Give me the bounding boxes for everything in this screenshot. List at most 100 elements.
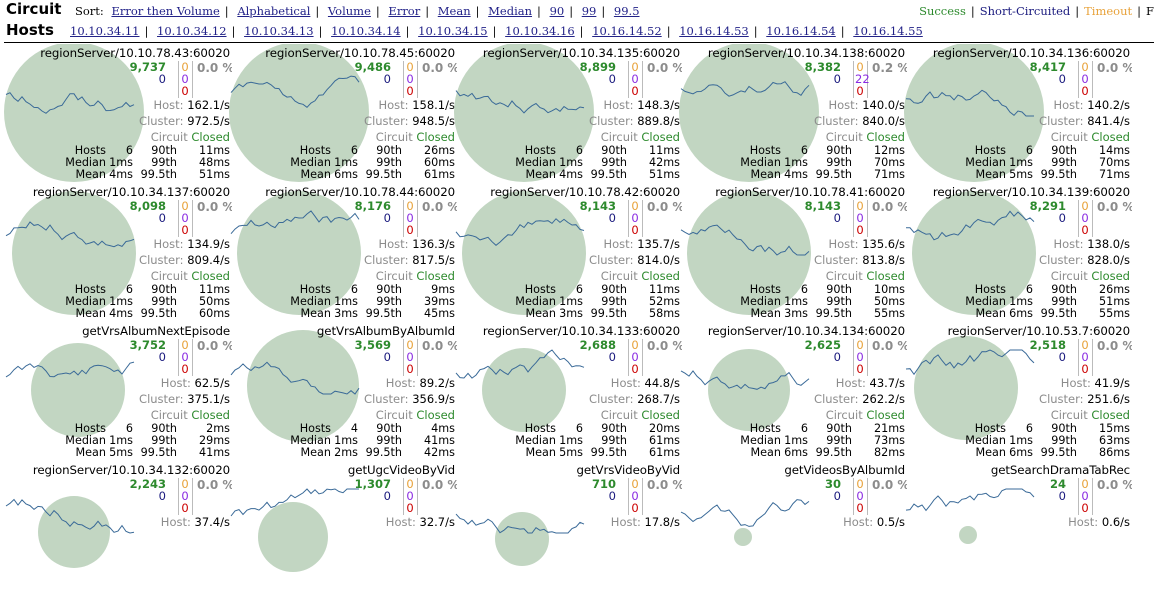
sort-99-5[interactable]: 99.5 <box>613 4 640 18</box>
median-label: Median <box>515 433 556 447</box>
cluster-rate: Cluster: 889.8/s <box>589 114 680 128</box>
circuit-card[interactable]: regionServer/10.10.78.41:60020 8,143 0 0 0 0 0… <box>679 183 907 322</box>
sort-alphabetical[interactable]: Alphabetical <box>237 4 311 18</box>
p995-value: 55ms <box>874 306 905 320</box>
host-rate: Host: 140.0/s <box>828 98 905 112</box>
sort-error[interactable]: Error <box>388 4 421 18</box>
sort-90[interactable]: 90 <box>549 4 565 18</box>
p90-value: 12ms <box>874 144 905 157</box>
cluster-rate-label: Cluster: <box>364 253 409 267</box>
sort-volume[interactable]: Volume <box>327 4 371 18</box>
circuit-card[interactable]: regionServer/10.10.34.135:60020 8,899 0 0 0 0… <box>454 44 682 183</box>
hosts-label: Hosts <box>524 422 556 435</box>
separator: | <box>405 24 410 38</box>
circuit-name: regionServer/10.10.34.136:60020 <box>932 46 1130 60</box>
host-link[interactable]: 10.16.14.52 <box>592 24 662 38</box>
p99-value: 41ms <box>424 433 455 447</box>
p90-value: 14ms <box>1099 144 1130 157</box>
counter-divider <box>403 339 404 376</box>
mean-label: Mean <box>525 167 556 181</box>
table-row: Median 1ms 99th 50ms <box>4 296 230 308</box>
host-link[interactable]: 10.10.34.13 <box>244 24 314 38</box>
table-row: Mean 5ms 99.5th 41ms <box>4 445 230 459</box>
circuit-card[interactable]: regionServer/10.10.34.132:60020 2,243 0 0 0 0… <box>4 461 232 600</box>
failure-count: 0 <box>1081 362 1089 376</box>
request-rate-sparkline <box>905 349 1035 376</box>
cluster-rate: Cluster: 809.4/s <box>139 253 230 267</box>
circuit-card[interactable]: regionServer/10.10.78.42:60020 8,143 0 0 0 0 0… <box>454 183 682 322</box>
sort-mean[interactable]: Mean <box>437 4 471 18</box>
rejected-count: 0 <box>631 350 639 364</box>
failure-count: 0 <box>856 84 864 98</box>
host-link[interactable]: 10.16.14.55 <box>853 24 923 38</box>
circuit-name: getVrsAlbumNextEpisode <box>82 324 230 338</box>
cluster-rate: Cluster: 817.5/s <box>364 253 455 267</box>
separator: | <box>425 4 430 18</box>
failure-count: 0 <box>406 501 414 515</box>
health-circle <box>708 349 790 431</box>
short-circuited-count: 0 <box>1058 211 1066 225</box>
circuit-name: regionServer/10.10.34.138:60020 <box>707 46 905 60</box>
p99-value: 61ms <box>649 433 680 447</box>
success-count: 30 <box>824 477 841 491</box>
circuit-card[interactable]: getVrsAlbumByAlbumId 3,569 0 0 0 0 0.0 % Host: … <box>229 322 457 461</box>
circuit-card[interactable]: regionServer/10.10.34.139:60020 8,291 0 0 0 0… <box>904 183 1132 322</box>
host-rate-label: Host: <box>378 98 409 112</box>
p995-label: 99.5th <box>1040 306 1077 320</box>
host-link[interactable]: 10.10.34.11 <box>70 24 140 38</box>
separator: | <box>579 24 584 38</box>
sort-error-then-volume[interactable]: Error then Volume <box>111 4 220 18</box>
sort-99[interactable]: 99 <box>581 4 597 18</box>
circuit-card[interactable]: regionServer/10.10.34.136:60020 8,417 0 0 0 0… <box>904 44 1132 183</box>
hosts-label: Hosts <box>74 283 106 296</box>
circuit-card[interactable]: getVrsAlbumNextEpisode 3,752 0 0 0 0 0.0 % Host… <box>4 322 232 461</box>
circuit-card[interactable]: getVideosByAlbumId 30 0 0 0 0 0.0 % Host: 0.5/s <box>679 461 907 600</box>
circuit-card[interactable]: getUgcVideoByVid 1,307 0 0 0 0 0.0 % Host: 32.7… <box>229 461 457 600</box>
counter-divider <box>642 61 643 98</box>
host-link[interactable]: 10.10.34.15 <box>418 24 488 38</box>
health-circle <box>912 191 1036 315</box>
latency-table: Hosts 6 90th 11ms Median 1ms 99th 52ms Mean 3ms 99… <box>454 284 680 320</box>
failure-count: 0 <box>181 362 189 376</box>
host-link[interactable]: 10.16.14.53 <box>679 24 749 38</box>
circuit-status: Circuit Closed <box>601 408 680 422</box>
latency-table: Hosts 6 90th 2ms Median 1ms 99th 29ms Mean 5ms 99.… <box>4 423 230 459</box>
short-circuited-count: 0 <box>608 350 616 364</box>
failure-count: 0 <box>181 501 189 515</box>
circuit-card[interactable]: regionServer/10.10.53.7:60020 2,518 0 0 0 0 0.… <box>904 322 1132 461</box>
rejected-count: 0 <box>406 72 414 86</box>
circuit-card[interactable]: regionServer/10.10.34.138:60020 8,382 0 0 22… <box>679 44 907 183</box>
rejected-count: 0 <box>1081 350 1089 364</box>
circuit-card[interactable]: regionServer/10.10.78.45:60020 9,486 0 0 0 0 0… <box>229 44 457 183</box>
circuit-card[interactable]: regionServer/10.10.34.134:60020 2,625 0 0 0 0… <box>679 322 907 461</box>
sort-median[interactable]: Median <box>488 4 533 18</box>
host-link[interactable]: 10.16.14.54 <box>766 24 836 38</box>
p995-value: 41ms <box>199 445 230 459</box>
circuit-status-label: Circuit <box>825 130 863 144</box>
host-link[interactable]: 10.10.34.12 <box>157 24 227 38</box>
hosts-value: 6 <box>575 422 583 435</box>
host-rate: Host: 32.7/s <box>386 515 455 529</box>
circuit-card[interactable]: regionServer/10.10.34.133:60020 2,688 0 0 0 0… <box>454 322 682 461</box>
error-percentage: 0.0 % <box>422 200 457 214</box>
cluster-rate: Cluster: 972.5/s <box>139 114 230 128</box>
circuit-card[interactable]: regionServer/10.10.78.43:60020 9,737 0 0 0 0 0… <box>4 44 232 183</box>
success-count: 8,143 <box>579 199 616 213</box>
circuit-card[interactable]: regionServer/10.10.34.137:60020 8,098 0 0 0 0… <box>4 183 232 322</box>
p99-value: 50ms <box>199 294 230 308</box>
circuit-name: getSearchDramaTabRec <box>990 463 1130 477</box>
host-rate-label: Host: <box>603 98 634 112</box>
p995-label: 99.5th <box>590 445 627 459</box>
median-value: 1ms <box>334 433 358 447</box>
circuit-status: Circuit Closed <box>1051 408 1130 422</box>
request-rate-sparkline <box>5 221 135 248</box>
mean-label: Mean <box>750 306 781 320</box>
hosts-value: 6 <box>800 144 808 157</box>
cluster-rate-label: Cluster: <box>589 392 634 406</box>
circuit-card[interactable]: getSearchDramaTabRec 24 0 0 0 0 0.0 % Host: 0.6… <box>904 461 1132 600</box>
p995-label: 99.5th <box>365 306 402 320</box>
host-link[interactable]: 10.10.34.14 <box>331 24 401 38</box>
host-link[interactable]: 10.10.34.16 <box>505 24 575 38</box>
circuit-card[interactable]: regionServer/10.10.78.44:60020 8,176 0 0 0 0 0… <box>229 183 457 322</box>
circuit-card[interactable]: getVrsVideoByVid 710 0 0 0 0 0.0 % Host: 17.8/s <box>454 461 682 600</box>
